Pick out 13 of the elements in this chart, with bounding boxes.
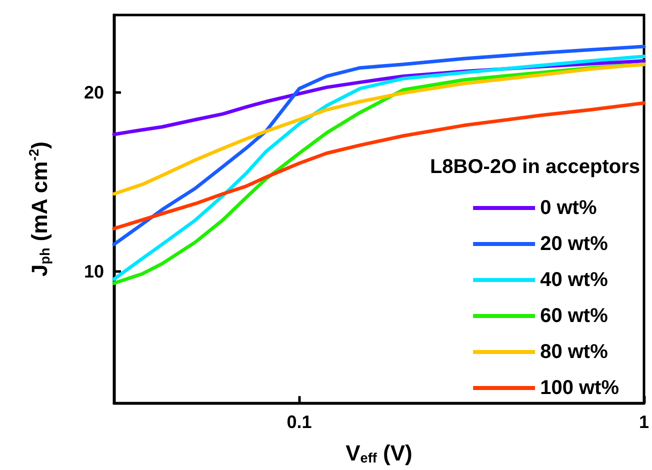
x-tick-label: 0.1	[286, 412, 312, 432]
legend-label: 80 wt%	[540, 341, 608, 363]
legend-label: 100 wt%	[540, 377, 620, 399]
legend-label: 40 wt%	[540, 269, 608, 291]
y-axis-title: Jph (mA cm-2)	[26, 141, 52, 277]
legend-label: 60 wt%	[540, 305, 608, 327]
legend-title: L8BO-2O in acceptors	[430, 156, 640, 178]
legend-label: 20 wt%	[540, 233, 608, 255]
y-tick-label: 20	[84, 82, 104, 102]
x-tick-label: 1	[638, 412, 649, 432]
x-axis-title: Veff (V)	[346, 440, 412, 466]
legend-label: 0 wt%	[540, 197, 597, 219]
y-tick-label: 10	[84, 261, 104, 282]
